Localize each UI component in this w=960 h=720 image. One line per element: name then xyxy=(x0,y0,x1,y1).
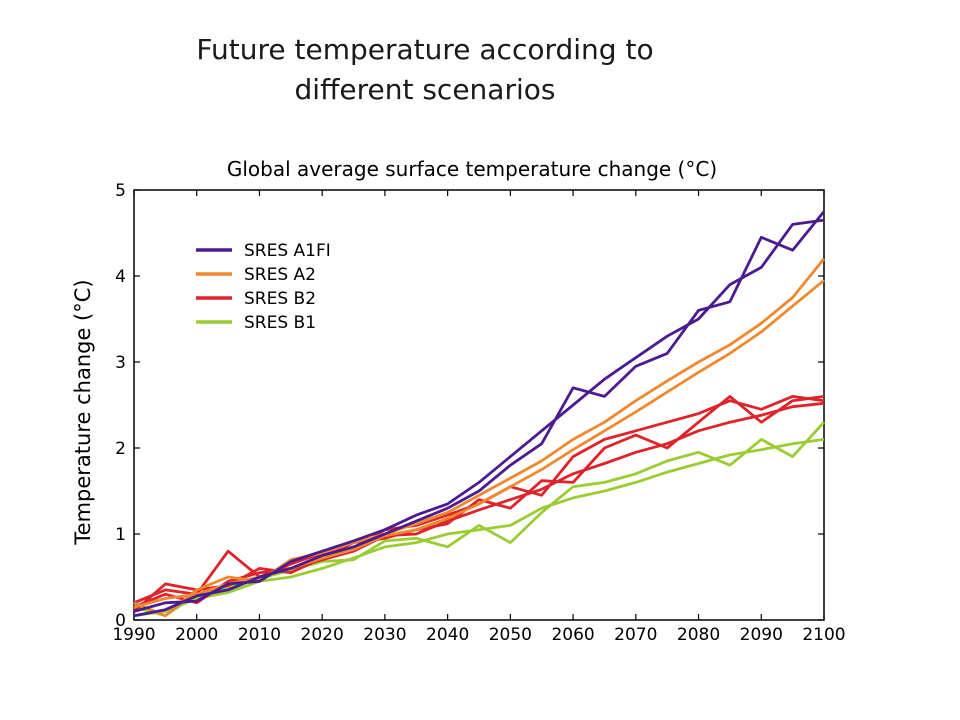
x-tick-label: 1990 xyxy=(112,625,155,645)
axis-ticks: 1990 2000 2010 2020 2030 2040 2050 2060 2070 2080… xyxy=(112,181,845,645)
y-tick-label: 0 xyxy=(115,611,126,631)
series-lines xyxy=(133,210,826,618)
y-tick-label: 5 xyxy=(115,181,126,201)
x-tick-label: 2090 xyxy=(740,625,783,645)
x-tick-label: 2010 xyxy=(238,625,281,645)
legend-label-sres-b2: SRES B2 xyxy=(244,289,316,309)
x-tick-label: 2040 xyxy=(426,625,469,645)
slide-title: Future temperature according to differen… xyxy=(0,30,850,110)
legend-label-sres-a1fi: SRES A1FI xyxy=(244,241,331,261)
x-tick-label: 2060 xyxy=(551,625,594,645)
series-line-sres-a2-run-2 xyxy=(133,257,826,618)
x-tick-label: 2020 xyxy=(301,625,344,645)
plot-frame xyxy=(133,189,825,621)
x-tick-label: 2050 xyxy=(489,625,532,645)
x-tick-label: 2000 xyxy=(175,625,218,645)
y-tick-label: 4 xyxy=(115,267,126,287)
series-line-sres-b1-run-1 xyxy=(133,438,825,618)
chart-title: Global average surface temperature chang… xyxy=(227,157,717,181)
x-tick-label: 2070 xyxy=(614,625,657,645)
series-line-sres-b2-run-3 xyxy=(133,394,825,613)
y-tick-label: 1 xyxy=(115,525,126,545)
series-line-sres-a1fi-run-2 xyxy=(133,218,825,613)
x-tick-label: 2100 xyxy=(802,625,845,645)
slide-title-line1: Future temperature according to xyxy=(196,33,654,66)
y-tick-label: 2 xyxy=(115,439,126,459)
legend: SRES A1FI SRES A2 SRES B2 SRES B1 xyxy=(196,241,331,333)
x-tick-label: 2030 xyxy=(363,625,406,645)
legend-label-sres-a2: SRES A2 xyxy=(244,265,316,285)
x-tick-label: 2080 xyxy=(677,625,720,645)
series-line-sres-a1fi-run-1 xyxy=(133,210,826,618)
y-tick-label: 3 xyxy=(115,353,126,373)
slide-title-line2: different scenarios xyxy=(294,73,556,106)
y-axis-title: Temperature change (°C) xyxy=(71,279,95,545)
legend-label-sres-b1: SRES B1 xyxy=(244,313,316,333)
